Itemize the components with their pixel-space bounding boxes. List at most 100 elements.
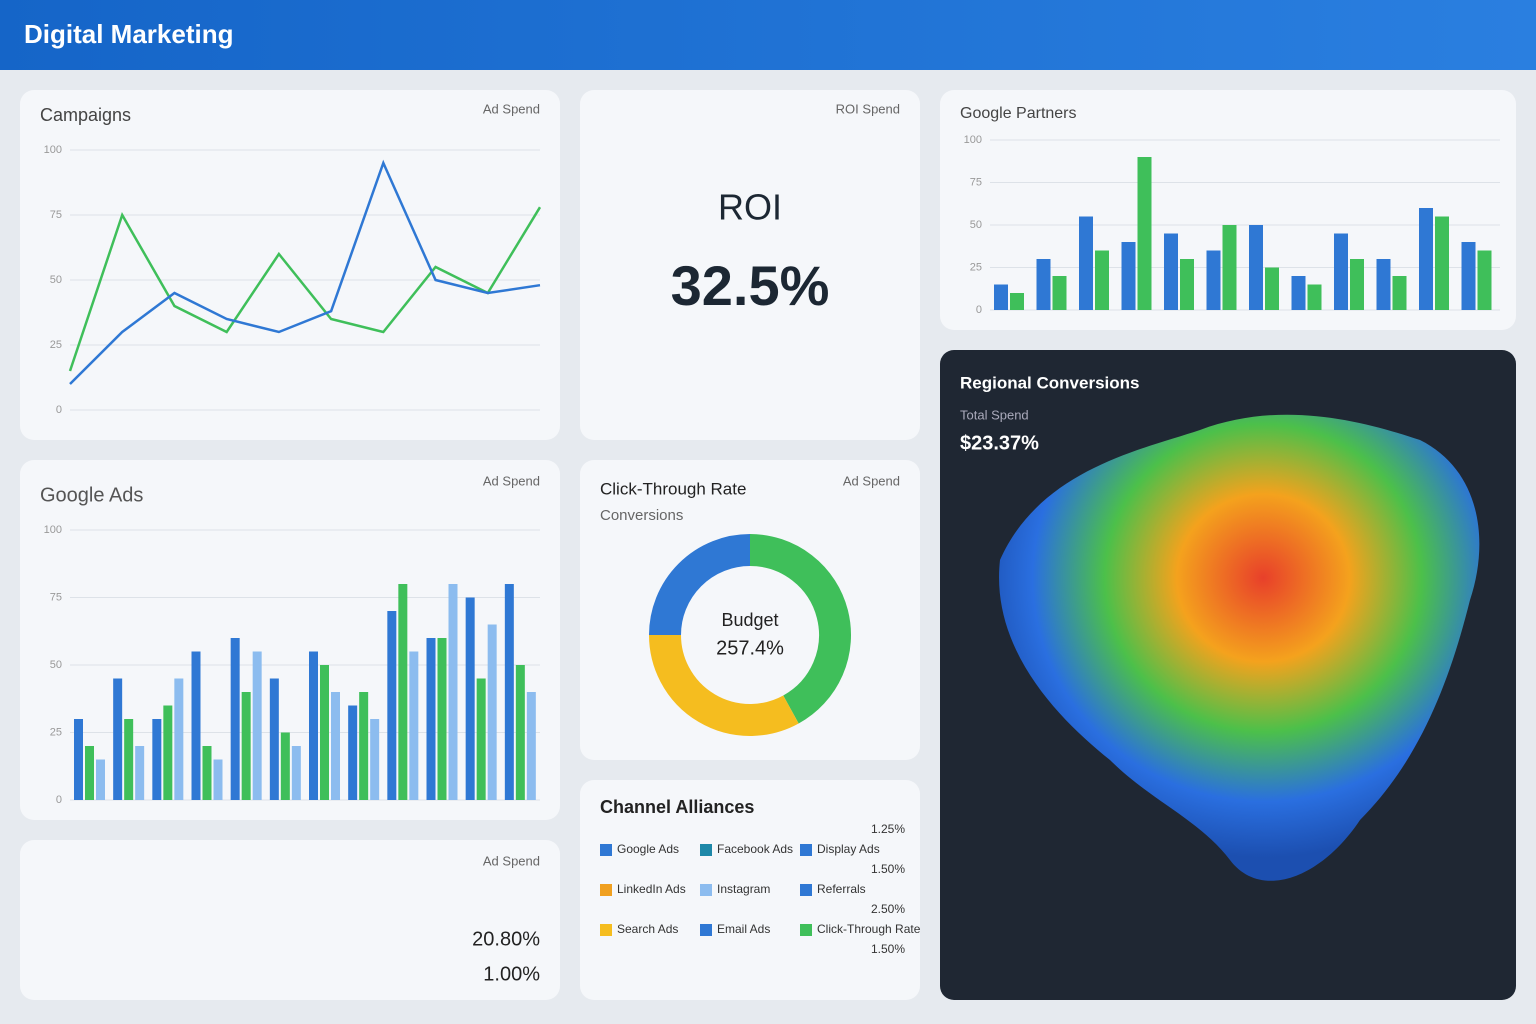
y-tick-label: 75 [50,209,62,221]
bar [113,678,123,800]
donut-segment [749,534,851,724]
rate-label: 1.25% [871,822,905,836]
legend-label: Instagram [717,882,770,896]
y-tick-label: 25 [50,339,62,351]
rate-label: 1.50% [871,942,905,956]
bar [135,746,145,800]
legend-swatch [800,924,812,936]
corner-label: Ad Spend [483,473,540,488]
legend-label: Click-Through Rate [817,922,921,936]
y-tick-label: 50 [970,219,982,231]
corner-label: Ad Spend [483,101,540,116]
panel-title: Google Ads [40,484,143,506]
legend-swatch [600,924,612,936]
legend-swatch [700,844,712,856]
bar [1052,276,1067,310]
bar [213,759,223,800]
spend-value: 1.00% [483,963,540,985]
bar [1350,259,1364,310]
corner-label: Ad Spend [843,473,900,488]
bar [320,665,329,800]
bar [1121,242,1136,310]
y-tick-label: 25 [50,726,62,738]
y-tick-label: 0 [56,404,62,416]
y-tick-label: 50 [50,274,62,286]
bar [515,665,525,800]
donut-segment [649,634,799,736]
bar [1419,208,1433,310]
heat-map [999,414,1480,881]
bar [152,719,162,800]
panel-title: Click-Through Rate [600,479,746,498]
panel-title: Google Partners [960,105,1077,122]
bar [409,651,419,800]
header-title: Digital Marketing [24,19,233,49]
bar [1222,225,1237,310]
bar [85,746,94,800]
bar [348,705,358,800]
bar [504,584,514,800]
legend-swatch [800,844,812,856]
header-bar [0,0,1536,70]
bar [309,651,318,800]
bar [1307,284,1322,310]
bar [476,678,486,800]
bar [526,692,536,800]
bar [1392,276,1407,310]
bar [96,759,105,800]
donut-center-label: Budget [721,610,778,630]
bar [1095,250,1109,310]
bar [387,611,397,800]
donut-center-value: 257.4% [716,637,784,659]
legend-label: Email Ads [717,922,770,936]
y-tick-label: 0 [56,794,62,806]
donut-segment [649,534,751,636]
rate-label: 1.50% [871,862,905,876]
bar [124,719,134,800]
bar [331,692,340,800]
bar [1036,259,1051,310]
bar [1010,293,1024,310]
bar [269,678,279,800]
bar [426,638,436,800]
bar [280,732,290,800]
bar [370,719,380,800]
bar [994,284,1008,310]
roi-value: 32.5% [671,254,830,317]
legend-swatch [700,884,712,896]
bar [1249,225,1263,310]
bar [1477,250,1492,310]
legend-swatch [600,844,612,856]
panel-title: Campaigns [40,105,131,125]
bar [359,692,369,800]
bar [252,651,262,800]
panel-subtitle: Conversions [600,507,683,524]
y-tick-label: 75 [970,176,982,188]
bar [1265,267,1279,310]
corner-label: ROI Spend [836,101,900,116]
bar [241,692,251,800]
bar [174,678,184,800]
bar [191,651,201,800]
panel [20,90,560,440]
panel-title: Channel Alliances [600,797,754,817]
panel [20,840,560,1000]
bar [291,746,301,800]
y-tick-label: 100 [44,144,62,156]
bar [74,719,83,800]
bar [1461,242,1476,310]
bar [163,705,173,800]
bar [202,746,212,800]
bar [398,584,408,800]
legend-label: Referrals [817,882,866,896]
bar [1376,259,1391,310]
bar [1180,259,1194,310]
legend-label: LinkedIn Ads [617,882,686,896]
bar [487,624,497,800]
bar [465,597,475,800]
panel-title: Regional Conversions [960,373,1139,392]
spend-value: 20.80% [472,928,540,950]
bar [448,584,458,800]
